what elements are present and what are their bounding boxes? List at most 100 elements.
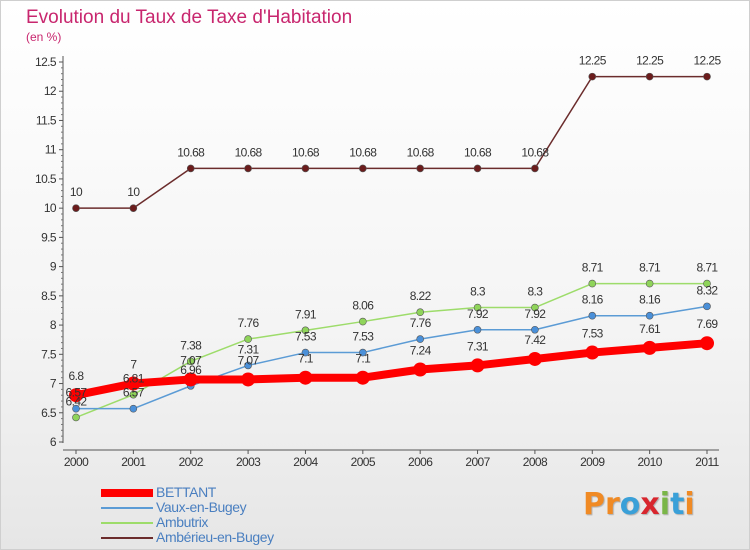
logo-letter: i — [659, 487, 671, 522]
x-tick-label: 2006 — [408, 455, 433, 469]
data-point — [244, 361, 252, 370]
data-point — [703, 72, 711, 81]
data-label: 7.1 — [355, 352, 371, 366]
data-label: 10.68 — [349, 145, 377, 159]
data-point — [359, 164, 367, 173]
data-point — [645, 72, 654, 81]
data-label: 12.25 — [579, 54, 607, 68]
data-label: 8.71 — [639, 261, 661, 275]
legend-label: Ambérieu-en-Bugey — [156, 529, 274, 545]
data-label: 7.42 — [524, 333, 546, 347]
y-tick-label: 8 — [50, 318, 57, 332]
series-layer — [69, 72, 714, 422]
y-tick-label: 9.5 — [41, 230, 57, 244]
data-point — [301, 164, 310, 173]
data-label: 7.92 — [467, 307, 489, 321]
data-label: 7.76 — [410, 316, 432, 330]
y-tick-label: 12 — [44, 84, 57, 98]
data-label: 8.3 — [470, 285, 486, 299]
data-label: 10.68 — [177, 145, 205, 159]
data-point — [531, 303, 539, 312]
y-tick-label: 6 — [50, 435, 57, 449]
data-point — [186, 164, 195, 173]
logo-letter: r — [605, 487, 620, 522]
data-label: 6.81 — [123, 372, 145, 386]
y-tick-label: 8.5 — [41, 289, 57, 303]
data-label: 12.25 — [636, 54, 664, 68]
data-label: 10 — [70, 185, 83, 199]
data-point — [588, 279, 597, 288]
y-tick-label: 12.5 — [35, 55, 57, 69]
data-point — [473, 303, 482, 312]
data-label: 10.68 — [235, 145, 263, 159]
series-line — [72, 339, 711, 400]
data-labels-layer: 10 10 10.68 10.68 10.68 10.68 10.68 10.68 10.68 1… — [66, 54, 723, 409]
data-point — [129, 404, 138, 413]
data-label: 7.53 — [352, 330, 374, 344]
y-tick-label: 6.5 — [41, 406, 57, 420]
data-label: 7.24 — [410, 344, 432, 358]
logo-letter: o — [619, 487, 641, 522]
data-point — [301, 326, 310, 335]
data-point — [301, 348, 310, 357]
data-point — [298, 370, 313, 385]
logo-letter: t — [670, 487, 685, 522]
data-label: 7.31 — [467, 339, 489, 353]
data-point — [355, 370, 370, 385]
data-point — [413, 362, 428, 377]
y-tick-label: 10.5 — [35, 172, 57, 186]
data-point — [359, 317, 367, 326]
data-point — [244, 335, 252, 343]
series-1 — [72, 302, 711, 413]
x-tick-label: 2002 — [179, 455, 204, 469]
data-label: 10 — [127, 185, 140, 199]
data-label: 7.92 — [524, 307, 546, 321]
logo-letter: P — [583, 487, 605, 522]
data-label: 8.06 — [352, 299, 374, 313]
data-label: 7.69 — [697, 317, 719, 331]
data-label: 7.1 — [298, 352, 314, 366]
y-tick-label: 11.5 — [36, 113, 57, 127]
y-tick-label: 11 — [45, 143, 57, 157]
data-point — [642, 340, 657, 355]
data-point — [72, 204, 80, 212]
data-label: 7 — [130, 358, 137, 372]
data-label: 7.07 — [180, 353, 202, 367]
data-label: 6.57 — [66, 386, 88, 400]
data-point — [703, 279, 711, 288]
x-tick-label: 2007 — [465, 455, 490, 469]
data-label: 10.68 — [292, 145, 320, 159]
logo-letter: x — [640, 487, 660, 522]
data-label: 7.61 — [639, 322, 661, 336]
data-label: 10.68 — [464, 145, 492, 159]
y-tick-label: 10 — [44, 201, 57, 215]
data-point — [416, 164, 424, 173]
data-point — [703, 302, 711, 311]
y-tick-label: 7.5 — [41, 347, 57, 361]
data-point — [470, 358, 485, 373]
data-point — [69, 388, 83, 403]
data-point — [416, 308, 424, 317]
legend-swatch — [101, 507, 153, 509]
y-tick-label: 9 — [50, 260, 57, 274]
data-point — [129, 204, 138, 212]
chart-subtitle: (en %) — [26, 30, 62, 44]
data-label: 8.71 — [697, 261, 719, 275]
data-label: 10.68 — [521, 145, 549, 159]
data-point — [531, 164, 539, 173]
data-label: 7.38 — [180, 338, 202, 352]
data-point — [645, 311, 654, 320]
x-tick-label: 2009 — [580, 455, 605, 469]
data-label: 7.07 — [238, 353, 260, 367]
x-tick-label: 2001 — [121, 455, 146, 469]
logo-letter: i — [684, 487, 695, 522]
data-point — [531, 325, 539, 334]
data-point — [645, 279, 654, 288]
data-label: 6.96 — [180, 363, 202, 377]
data-point — [72, 404, 80, 413]
data-point — [244, 164, 252, 173]
x-tick-label: 2005 — [351, 455, 376, 469]
data-label: 8.71 — [582, 261, 604, 275]
data-point — [416, 335, 424, 343]
x-tick-label: 2000 — [64, 455, 89, 469]
